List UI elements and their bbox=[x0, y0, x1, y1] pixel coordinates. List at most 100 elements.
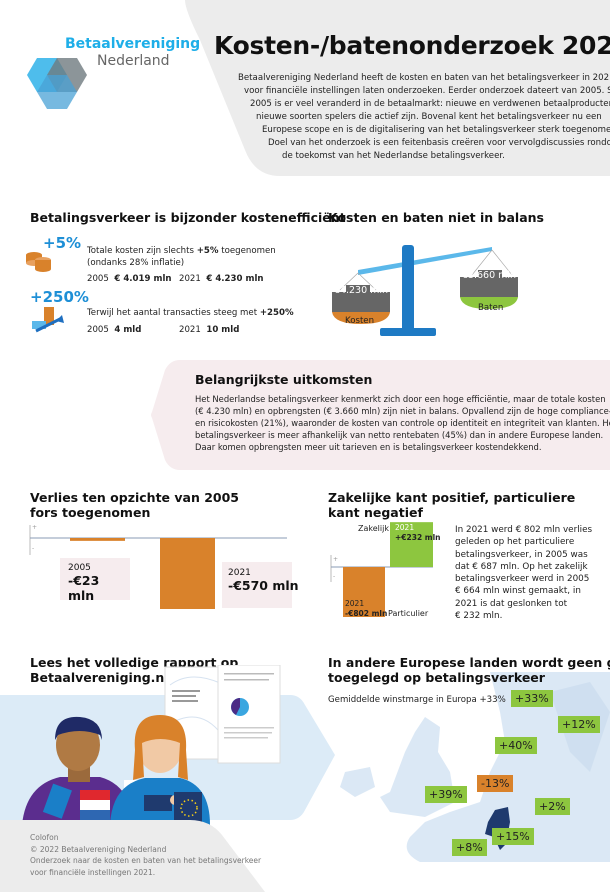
loss-bar-2021 bbox=[160, 538, 215, 609]
page-title: Kosten-/batenonderzoek 2021 bbox=[214, 31, 610, 60]
logo-text-line2: Nederland bbox=[97, 53, 170, 69]
segments-text-line: € 232 mln. bbox=[455, 611, 503, 622]
loss-value-2005: -€23 mln bbox=[68, 573, 100, 603]
logo[interactable]: Betaalvereniging Nederland bbox=[25, 36, 200, 116]
revenue-weight-label: €3.660 mln bbox=[461, 270, 517, 281]
costs-value-2005: € 4.019 mln bbox=[114, 274, 172, 284]
colofon-title: Colofon bbox=[30, 833, 59, 842]
consumer-bar bbox=[343, 567, 385, 617]
results-line: Het Nederlandse betalingsverkeer kenmerk… bbox=[195, 394, 606, 404]
header-background bbox=[185, 0, 610, 176]
segments-heading-line2: kant negatief bbox=[328, 505, 423, 520]
segments-text-line: dat € 687 mln. Op het zakelijk bbox=[455, 561, 588, 572]
results-text: Het Nederlandse betalingsverkeer kenmerk… bbox=[195, 393, 610, 453]
loss-bar-2005 bbox=[70, 538, 125, 541]
transactions-values-2005: 2005 4 mld bbox=[87, 324, 141, 336]
scale-illustration bbox=[332, 245, 518, 336]
intro-line: Europese scope en is de digitalisering v… bbox=[262, 125, 610, 135]
intro-line: Betaalvereniging Nederland heeft de kost… bbox=[238, 73, 610, 83]
dutch-flag-icon bbox=[80, 790, 110, 800]
costs-badge: +5% bbox=[43, 234, 82, 252]
intro-line: 2005 is er veel veranderd in de betaalma… bbox=[250, 99, 610, 109]
transactions-year-2005: 2005 bbox=[87, 325, 109, 335]
segments-text-line: betalingsverkeer, in 2005 was bbox=[455, 549, 588, 560]
business-bar-label: 2021 +€232 mln bbox=[395, 523, 441, 543]
map-label-uk: +39% bbox=[425, 786, 467, 803]
segments-plus-sign: + bbox=[333, 556, 338, 563]
costs-weight-label: €4.230 mln bbox=[333, 285, 389, 296]
costs-label: Kosten bbox=[345, 316, 375, 326]
europe-subtitle: Gemiddelde winstmarge in Europa +33% bbox=[328, 695, 506, 705]
segments-chart: + - bbox=[330, 522, 433, 617]
map-label-scandinavia-north: +33% bbox=[511, 690, 553, 707]
map-label-netherlands: -13% bbox=[477, 775, 514, 792]
colofon-line: Onderzoek naar de kosten en baten van he… bbox=[30, 856, 262, 865]
segments-minus-sign: - bbox=[333, 573, 335, 580]
costs-values: 2005 € 4.019 mln bbox=[87, 273, 172, 285]
segments-text-line: € 664 mln winst gemaakt, in bbox=[455, 586, 581, 597]
consumer-value: -€802 mln bbox=[345, 609, 388, 618]
costs-text-pre: Totale kosten zijn slechts bbox=[87, 246, 197, 256]
efficiency-heading: Betalingsverkeer is bijzonder kosteneffi… bbox=[30, 210, 346, 225]
intro-line: Doel van het onderzoek is een feitenbasi… bbox=[268, 138, 610, 148]
loss-heading-line1: Verlies ten opzichte van 2005 bbox=[30, 490, 240, 505]
segments-text-line: In 2021 werd € 802 mln verlies bbox=[455, 525, 593, 535]
segments-text-line: geleden op het particuliere bbox=[455, 537, 575, 548]
business-year: 2021 bbox=[395, 523, 415, 532]
logo-text-line1: Betaalvereniging bbox=[65, 36, 201, 52]
business-label: Zakelijk bbox=[358, 524, 389, 533]
transactions-value-2021: 10 mld bbox=[206, 325, 240, 335]
costs-value-2021: € 4.230 mln bbox=[206, 274, 264, 284]
flags-illustration bbox=[80, 790, 202, 825]
ireland-shape bbox=[340, 767, 375, 797]
costs-text-bold: +5% bbox=[196, 246, 219, 256]
loss-heading-line2: fors toegenomen bbox=[30, 505, 151, 520]
colofon-copyright: © 2022 Betaalvereniging Nederland bbox=[30, 844, 167, 854]
transactions-badge: +250% bbox=[30, 288, 89, 306]
segments-heading-line1: Zakelijke kant positief, particuliere bbox=[328, 490, 576, 505]
loss-value-2021: -€570 mln bbox=[228, 578, 299, 593]
segments-text: In 2021 werd € 802 mln verlies geleden o… bbox=[455, 524, 592, 622]
business-value: +€232 mln bbox=[395, 533, 441, 542]
costs-values-2021: 2021 € 4.230 mln bbox=[179, 273, 264, 285]
map-label-germany: +2% bbox=[535, 798, 570, 815]
colofon: Colofon © 2022 Betaalvereniging Nederlan… bbox=[30, 832, 261, 878]
loss-label-2021: 2021 -€570 mln bbox=[222, 562, 299, 608]
loss-chart: + - bbox=[29, 524, 287, 609]
transactions-text: Terwijl het aantal transacties steeg met… bbox=[87, 307, 294, 319]
costs-text-post: toegenomen bbox=[218, 246, 276, 256]
transactions-text-bold: +250% bbox=[259, 308, 294, 318]
costs-text: Totale kosten zijn slechts +5% toegenome… bbox=[87, 245, 276, 257]
europe-heading: In andere Europese landen wordt geen gel… bbox=[328, 655, 610, 685]
map-label-scandinavia-south: +40% bbox=[495, 737, 537, 754]
map-label-france: +8% bbox=[452, 839, 487, 856]
intro-line: nieuwe soorten spelers die actief zijn. … bbox=[256, 112, 602, 122]
loss-year-2021: 2021 bbox=[228, 568, 251, 578]
loss-minus-sign: - bbox=[32, 545, 34, 552]
report-heading[interactable]: Lees het volledige rapport op Betaalveren… bbox=[30, 655, 238, 685]
loss-label-2005: 2005 -€23 mln bbox=[60, 558, 130, 603]
costs-year-2005: 2005 bbox=[87, 274, 109, 284]
results-line: Daar komen opbrengsten meer uit tarieven… bbox=[195, 442, 542, 452]
growth-arrow-icon bbox=[32, 307, 64, 333]
transactions-values-2021: 2021 10 mld bbox=[179, 324, 239, 336]
results-line: en risicokosten (21%), waaronder de kost… bbox=[195, 418, 610, 428]
map-label-belgium: +15% bbox=[492, 828, 534, 845]
segments-text-line: betalingsverkeer werd in 2005 bbox=[455, 574, 590, 585]
report-heading-line1: Lees het volledige rapport op bbox=[30, 655, 239, 670]
colofon-background bbox=[0, 820, 265, 892]
consumer-year: 2021 bbox=[345, 599, 365, 608]
europe-heading-line1: In andere Europese landen wordt geen gel… bbox=[328, 655, 610, 670]
colofon-line: voor financiële instellingen 2021. bbox=[30, 867, 156, 877]
transactions-value-2005: 4 mld bbox=[114, 325, 142, 335]
loss-heading: Verlies ten opzichte van 2005 fors toegen… bbox=[30, 490, 239, 520]
transactions-text-pre: Terwijl het aantal transacties steeg met bbox=[87, 308, 260, 318]
intro-line: de toekomst van het Nederlandse betaling… bbox=[282, 151, 505, 161]
report-link[interactable]: Betaalvereniging.nl bbox=[30, 670, 169, 685]
loss-plus-sign: + bbox=[32, 524, 37, 531]
revenue-label: Baten bbox=[478, 303, 504, 313]
intro-line: voor financiële instellingen laten onder… bbox=[244, 86, 610, 96]
map-label-finland: +12% bbox=[558, 716, 600, 733]
coins-icon bbox=[26, 252, 51, 272]
segments-text-line: 2021 is dat geslonken tot bbox=[455, 598, 568, 609]
